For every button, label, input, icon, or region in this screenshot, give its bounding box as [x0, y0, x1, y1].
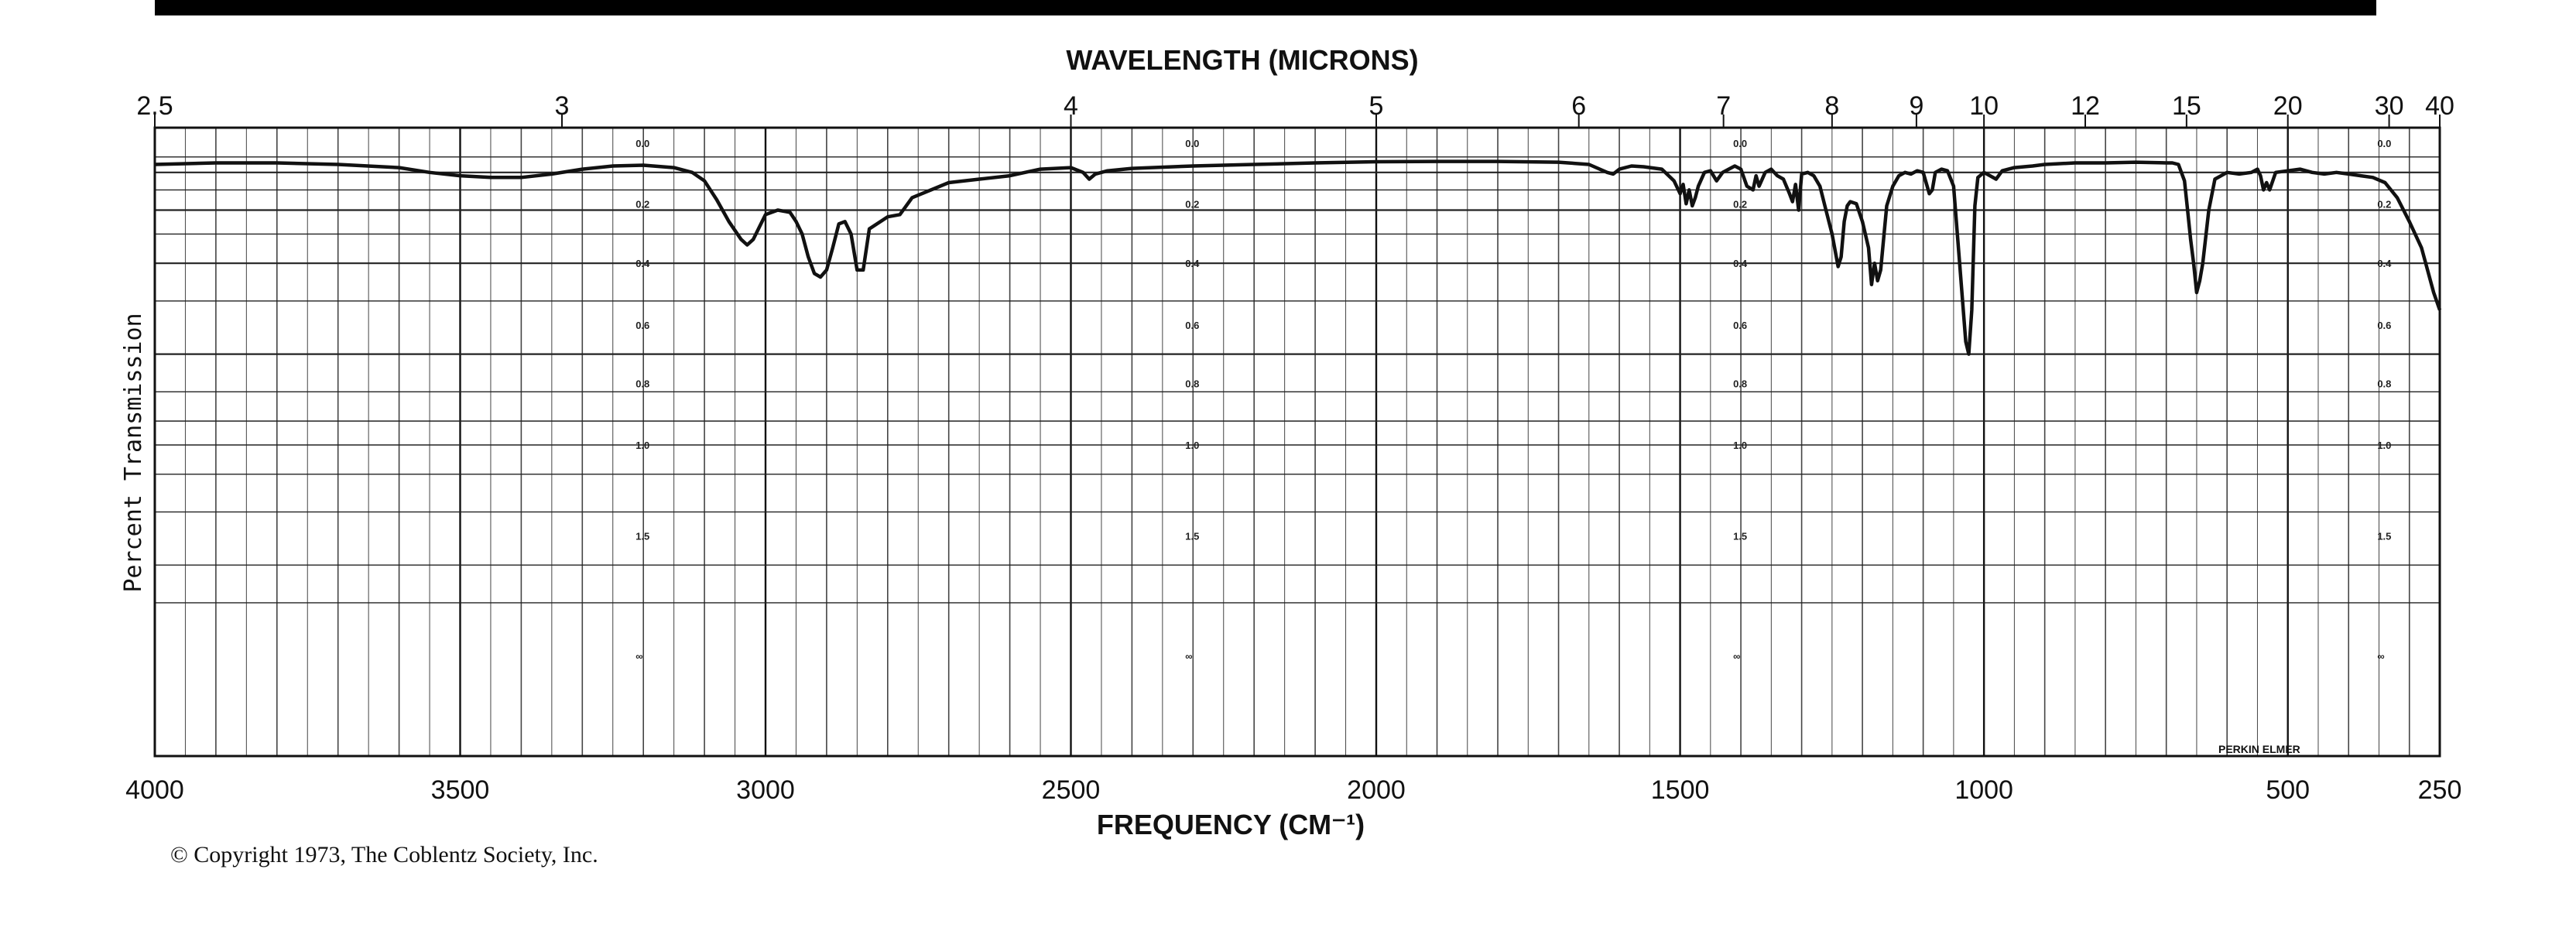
absorbance-tick-label: 0.6 — [1733, 320, 1747, 331]
frequency-tick-label: 500 — [2266, 775, 2310, 805]
perkin-elmer-mark: PERKIN ELMER — [2218, 743, 2300, 755]
absorbance-tick-label: 0.0 — [635, 138, 649, 149]
wavelength-tick-label: 4 — [1064, 91, 1078, 121]
absorbance-tick-label: 0.2 — [635, 198, 649, 210]
absorbance-tick-label: 1.0 — [635, 440, 649, 451]
wavelength-tick-label: 15 — [2172, 91, 2201, 121]
absorbance-tick-label: 0.0 — [1185, 138, 1199, 149]
absorbance-tick-label: 0.8 — [635, 378, 649, 389]
wavelength-tick-label: 3 — [555, 91, 570, 121]
frequency-tick-label: 1000 — [1954, 775, 2013, 805]
minor-grid — [184, 128, 2410, 756]
absorbance-tick-label: 0.6 — [2377, 320, 2391, 331]
absorbance-tick-label: 0.0 — [1733, 138, 1747, 149]
frequency-tick-label: 250 — [2418, 775, 2462, 805]
absorbance-tick-label: 1.5 — [2377, 530, 2391, 542]
absorbance-tick-label: 0.4 — [2377, 258, 2392, 269]
absorbance-tick-label: 0.8 — [1733, 378, 1747, 389]
spectrum-series-line — [154, 159, 2442, 356]
absorbance-tick-label: 0.2 — [1185, 198, 1199, 210]
absorbance-tick-label: 0.2 — [2377, 198, 2391, 210]
absorbance-tick-label: 1.0 — [1733, 440, 1747, 451]
frequency-tick-label: 2500 — [1042, 775, 1101, 805]
wavelength-tick-label: 9 — [1909, 91, 1923, 121]
wavelength-tick-labels: 2.5 3 4 5 6 7 8 9 10 12 15 20 30 40 — [136, 91, 2454, 128]
frequency-tick-label: 3000 — [736, 775, 795, 805]
wavelength-tick-label: 7 — [1716, 91, 1731, 121]
wavelength-tick-label: 40 — [2425, 91, 2454, 121]
copyright-notice: © Copyright 1973, The Coblentz Society, … — [170, 842, 598, 867]
absorbance-tick-label: 0.2 — [1733, 198, 1747, 210]
absorbance-tick-label: ∞ — [2377, 651, 2384, 662]
absorbance-tick-label: 0.4 — [635, 258, 650, 269]
wavelength-tick-label: 10 — [1969, 91, 1999, 121]
frequency-tick-label: 3500 — [431, 775, 490, 805]
wavelength-tick-label: 20 — [2273, 91, 2303, 121]
frequency-tick-labels: 4000 3500 3000 2500 2000 1500 1000 500 250 — [125, 775, 2461, 805]
absorbance-tick-label: ∞ — [635, 651, 642, 662]
absorbance-tick-label: ∞ — [1733, 651, 1740, 662]
absorbance-tick-label: 0.4 — [1185, 258, 1200, 269]
absorbance-tick-label: 0.8 — [2377, 378, 2391, 389]
absorbance-tick-label: 0.6 — [1185, 320, 1199, 331]
absorbance-tick-label: 0.8 — [1185, 378, 1199, 389]
x-axis-title: FREQUENCY (CM⁻¹) — [1097, 809, 1365, 840]
wavelength-tick-label: 6 — [1571, 91, 1586, 121]
absorbance-tick-label: 1.5 — [1733, 530, 1747, 542]
absorbance-tick-label: 1.0 — [1185, 440, 1199, 451]
wavelength-tick-label: 8 — [1824, 91, 1839, 121]
frequency-tick-label: 4000 — [125, 775, 184, 805]
absorbance-tick-label: 0.6 — [635, 320, 649, 331]
frequency-tick-label: 1500 — [1651, 775, 1710, 805]
absorbance-tick-label: 1.5 — [1185, 530, 1199, 542]
top-border-bar — [155, 0, 2376, 15]
y-axis-title: Percent Transmission — [120, 313, 147, 592]
major-grid — [155, 128, 2440, 756]
absorbance-tick-label: ∞ — [1185, 651, 1192, 662]
absorbance-tick-label: 1.5 — [635, 530, 649, 542]
absorbance-tick-label: 0.4 — [1733, 258, 1748, 269]
wavelength-tick-label: 30 — [2375, 91, 2404, 121]
wavelength-tick-label: 5 — [1369, 91, 1384, 121]
chart-title: WAVELENGTH (MICRONS) — [1066, 44, 1418, 76]
frequency-tick-label: 2000 — [1347, 775, 1406, 805]
absorbance-tick-label: 1.0 — [2377, 440, 2391, 451]
plot-frame — [153, 126, 2441, 758]
wavelength-tick-label: 12 — [2071, 91, 2100, 121]
absorbance-scale-labels: 0.0 0.2 0.4 0.6 0.8 1.0 1.5 ∞ 0.0 0.2 0.4 0.6 0.8 1.0… — [635, 138, 2392, 662]
absorbance-tick-label: 0.0 — [2377, 138, 2391, 149]
wavelength-tick-label: 2.5 — [136, 91, 173, 121]
